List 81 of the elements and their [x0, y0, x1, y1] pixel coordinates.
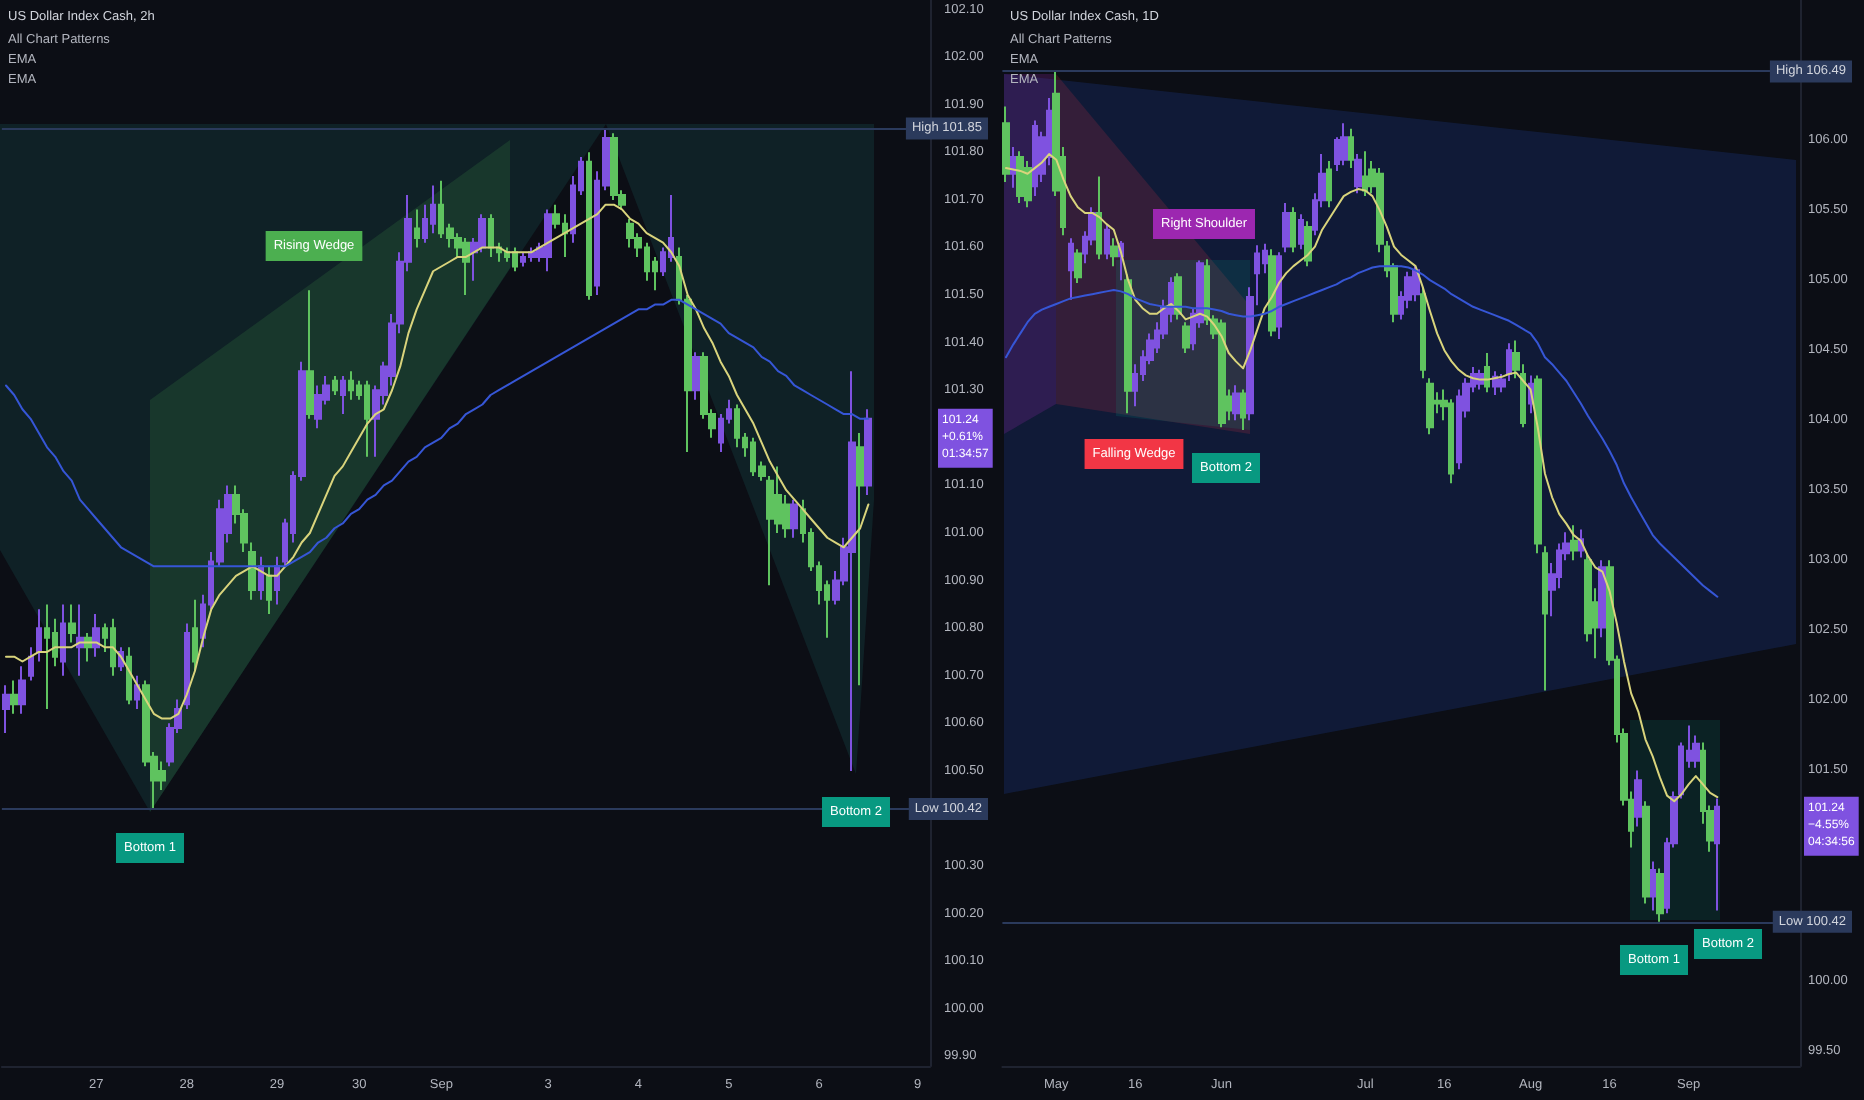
candlestick: [2, 684, 10, 734]
candlestick: [1534, 374, 1542, 555]
candlestick: [60, 603, 66, 677]
candlestick: [1598, 559, 1606, 639]
candlestick: [1232, 384, 1240, 422]
candlestick: [692, 351, 700, 401]
candlestick: [544, 208, 552, 273]
candlestick: [126, 646, 132, 706]
candlestick: [512, 246, 518, 273]
candlestick: [414, 208, 420, 249]
candlestick: [364, 379, 370, 458]
candlestick: [28, 646, 34, 682]
candlestick: [1276, 251, 1282, 340]
candlestick: [1240, 388, 1246, 432]
candlestick: [1570, 524, 1578, 562]
candlestick: [430, 184, 436, 235]
line-series: [4, 203, 870, 720]
candlestick: [192, 598, 198, 673]
candlestick: [1282, 202, 1290, 254]
candlestick: [1340, 122, 1348, 167]
candlestick: [1002, 105, 1010, 184]
candlestick: [1218, 318, 1226, 429]
candlestick: [1016, 150, 1024, 205]
candlestick: [1650, 860, 1656, 912]
candlestick: [10, 679, 18, 715]
candlestick: [306, 289, 314, 420]
candlestick: [1304, 220, 1312, 268]
candlestick: [274, 555, 280, 606]
candlestick: [1104, 223, 1110, 261]
candlestick: [1298, 213, 1304, 251]
candlestick: [1692, 734, 1700, 769]
candlestick: [790, 498, 798, 539]
candlestick: [1484, 352, 1490, 394]
candlestick: [1096, 175, 1102, 261]
candlestick: [586, 151, 592, 301]
candlestick: [1426, 377, 1434, 436]
candlestick: [18, 665, 26, 715]
line-series: [4, 298, 870, 568]
line-series: [1004, 153, 1719, 803]
candlestick: [1110, 237, 1118, 268]
candlestick: [848, 370, 856, 772]
candlestick: [1068, 237, 1074, 301]
candlestick: [1326, 160, 1332, 209]
candlestick: [1714, 797, 1720, 912]
candlestick: [314, 384, 322, 430]
candlestick: [1420, 286, 1426, 380]
candlestick: [1642, 800, 1650, 905]
candlestick: [92, 612, 100, 658]
candlestick: [76, 603, 84, 677]
candlestick: [340, 374, 346, 416]
candlestick: [1032, 119, 1038, 198]
candlestick: [610, 132, 618, 201]
candlestick: [110, 617, 116, 677]
candlestick: [1290, 206, 1296, 254]
candlestick: [1074, 248, 1082, 284]
candlestick: [332, 374, 338, 396]
candlestick: [488, 213, 494, 258]
candlestick: [348, 370, 354, 401]
candlestick: [68, 603, 76, 644]
candlestick: [134, 674, 140, 711]
candlestick: [1542, 545, 1548, 692]
candlestick: [1182, 321, 1190, 354]
candlestick: [36, 608, 42, 663]
candlestick: [734, 403, 740, 449]
candlestick: [1362, 150, 1368, 198]
candlestick: [1010, 146, 1016, 189]
candlestick: [44, 603, 50, 711]
candlestick: [626, 217, 634, 249]
candlestick: [1268, 248, 1276, 338]
candlestick: [266, 565, 272, 615]
candlestick: [864, 408, 872, 496]
candlestick: [1124, 273, 1132, 415]
candlestick: [528, 246, 536, 263]
candlestick: [1354, 153, 1362, 195]
candlestick: [1634, 769, 1642, 828]
candlestick: [1348, 127, 1354, 170]
candlestick: [856, 432, 864, 687]
candlestick: [462, 236, 470, 297]
candlestick: [184, 622, 190, 711]
line-series: [1004, 265, 1719, 598]
candlestick: [1656, 867, 1664, 923]
